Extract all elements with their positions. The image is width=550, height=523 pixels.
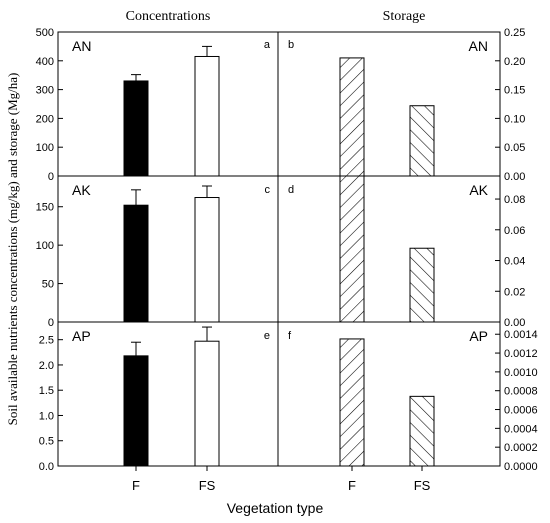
- bar-b-f: [339, 57, 365, 177]
- y-tick-label: 0.0: [39, 461, 54, 473]
- y-tick-label: 0.0010: [504, 367, 538, 379]
- bar-d-f: [339, 175, 365, 323]
- x-tick-label: F: [348, 478, 356, 493]
- y-tick-label: 200: [36, 113, 54, 125]
- panel-letter-e: e: [264, 330, 270, 342]
- bar-f-f: [339, 338, 365, 467]
- y-tick-label: 1.5: [39, 385, 54, 397]
- y-tick-label: 0.00: [504, 317, 525, 329]
- x-tick-label: FS: [414, 478, 431, 493]
- y-tick-label: 0: [48, 317, 54, 329]
- x-tick-label: FS: [199, 478, 216, 493]
- col-title-storage: Storage: [383, 9, 426, 24]
- plot-area: 0100200300400500aAN0.000.050.100.150.200…: [36, 27, 538, 493]
- y-tick-label: 0.25: [504, 27, 525, 39]
- panel-letter-a: a: [264, 39, 271, 51]
- y-tick-label: 100: [36, 142, 54, 154]
- x-tick-label: F: [132, 478, 140, 493]
- y-tick-label: 0.05: [504, 142, 525, 154]
- y-tick-label: 0.0014: [504, 329, 538, 341]
- nutrient-label-a: AN: [72, 38, 91, 54]
- y-tick-label: 50: [42, 279, 54, 291]
- y-tick-label: 0.02: [504, 286, 525, 298]
- nutrient-label-c: AK: [72, 182, 91, 198]
- y-tick-label: 300: [36, 85, 54, 97]
- y-tick-label: 2.0: [39, 360, 54, 372]
- panel-letter-c: c: [265, 184, 271, 196]
- y-tick-label: 0.0000: [504, 461, 538, 473]
- y-tick-label: 0.0002: [504, 442, 538, 454]
- y-tick-label: 2.5: [39, 335, 54, 347]
- x-axis-label: Vegetation type: [227, 500, 324, 516]
- panel-letter-b: b: [288, 39, 294, 51]
- y-tick-label: 0.5: [39, 436, 54, 448]
- bar-c-fs: [194, 197, 220, 323]
- panel-letter-d: d: [288, 184, 294, 196]
- y-tick-label: 500: [36, 27, 54, 39]
- y-tick-label: 0: [48, 171, 54, 183]
- nutrient-label-e: AP: [72, 328, 91, 344]
- y-tick-label: 150: [36, 202, 54, 214]
- y-tick-label: 0.20: [504, 56, 525, 68]
- y-axis-label: Soil available nutrients concentrations …: [5, 73, 20, 426]
- bar-a-fs: [194, 55, 220, 177]
- plot-frame: [57, 31, 501, 467]
- y-tick-label: 0.0008: [504, 386, 538, 398]
- y-tick-label: 400: [36, 56, 54, 68]
- y-tick-label: 0.10: [504, 113, 525, 125]
- col-title-concentrations: Concentrations: [126, 9, 211, 24]
- y-tick-label: 0.08: [504, 194, 525, 206]
- bar-d-fs: [409, 247, 435, 323]
- y-tick-label: 0.0004: [504, 423, 538, 435]
- panel-letter-f: f: [288, 330, 292, 342]
- nutrient-label-d: AK: [469, 182, 488, 198]
- y-tick-label: 0.15: [504, 85, 525, 97]
- y-tick-label: 0.0012: [504, 348, 538, 360]
- y-tick-label: 0.04: [504, 256, 525, 268]
- bar-b-fs: [409, 105, 435, 177]
- y-tick-label: 0.06: [504, 225, 525, 237]
- bar-a-f: [123, 80, 149, 177]
- nutrient-label-f: AP: [469, 328, 488, 344]
- y-tick-label: 1.0: [39, 410, 54, 422]
- bar-f-fs: [409, 395, 435, 467]
- bar-c-f: [123, 204, 149, 323]
- y-tick-label: 0.0006: [504, 405, 538, 417]
- bar-e-f: [123, 355, 149, 467]
- bar-e-fs: [194, 340, 220, 467]
- y-tick-label: 100: [36, 240, 54, 252]
- nutrient-label-b: AN: [469, 38, 488, 54]
- y-tick-label: 0.00: [504, 171, 525, 183]
